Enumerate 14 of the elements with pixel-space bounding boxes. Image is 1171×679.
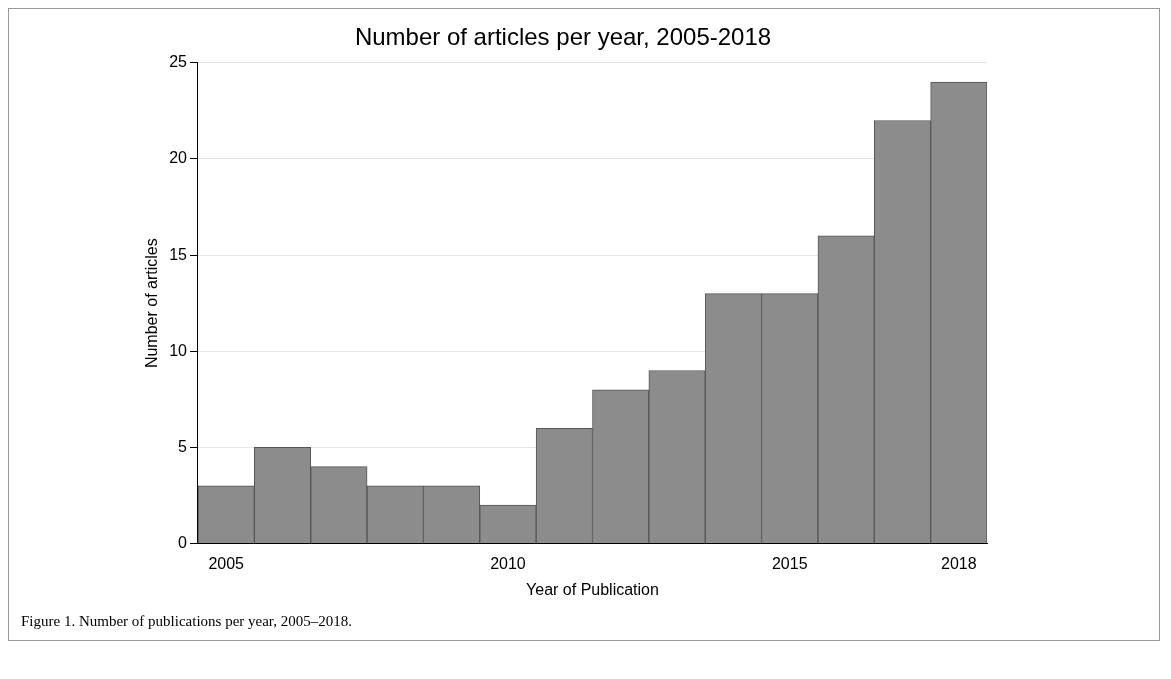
chart-title: Number of articles per year, 2005-2018: [354, 23, 772, 51]
y-tick-label: 15: [169, 245, 188, 263]
y-tick-label: 5: [178, 437, 188, 455]
x-tick-label: 2010: [490, 554, 526, 572]
y-axis-title: Number of articles: [143, 238, 161, 369]
y-tick-label: 10: [169, 341, 188, 359]
x-tick-label: 2018: [941, 554, 977, 572]
y-tick-label: 25: [169, 53, 188, 71]
caption: Figure 1. Number of publications per year, 2005–2018.: [20, 612, 353, 631]
y-tick-label: 20: [169, 149, 188, 167]
y-tick-label: 0: [178, 534, 188, 552]
x-axis-title: Year of Publication: [526, 580, 659, 598]
x-tick-label: 2005: [208, 554, 245, 572]
x-tick-label: 2015: [771, 554, 808, 572]
